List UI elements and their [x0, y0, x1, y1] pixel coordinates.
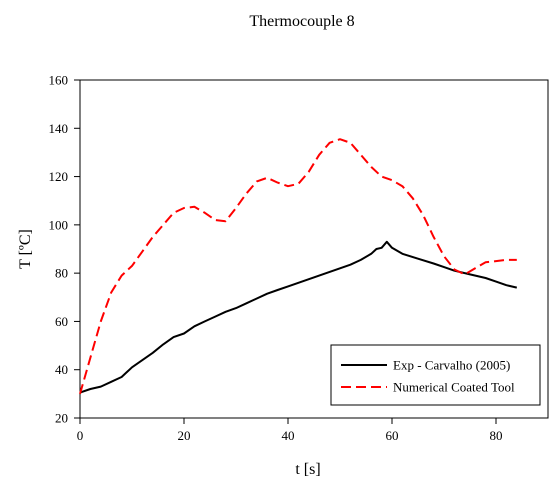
x-tick-label: 60	[386, 428, 399, 443]
series-line-1	[79, 240, 518, 394]
y-tick-label: 140	[49, 121, 69, 136]
legend-label-2: Numerical Coated Tool	[393, 380, 515, 395]
legend-box	[330, 344, 541, 406]
legend: Exp - Carvalho (2005) Numerical Coated To…	[330, 344, 541, 406]
y-tick-label: 40	[55, 362, 68, 377]
x-tick-label: 20	[178, 428, 191, 443]
plot-area	[79, 79, 549, 419]
x-tick-label: 80	[490, 428, 503, 443]
series-layer	[79, 138, 518, 395]
x-tick-label: 0	[77, 428, 84, 443]
y-tick-label: 100	[49, 217, 69, 232]
y-tick-label: 80	[55, 266, 68, 281]
y-axis: 20 40 60 80 100 120 140 160	[49, 73, 80, 426]
x-axis: 0 20 40 60 80	[77, 418, 503, 443]
legend-label-1: Exp - Carvalho (2005)	[393, 358, 510, 373]
y-tick-label: 120	[49, 169, 69, 184]
x-tick-label: 40	[282, 428, 295, 443]
y-tick-label: 160	[49, 73, 69, 88]
y-tick-label: 60	[55, 314, 68, 329]
y-tick-label: 20	[55, 411, 68, 426]
x-axis-label: t [s]	[295, 461, 320, 478]
chart-title: Thermocouple 8	[249, 13, 354, 30]
y-axis-label: T [ºC]	[17, 229, 34, 269]
